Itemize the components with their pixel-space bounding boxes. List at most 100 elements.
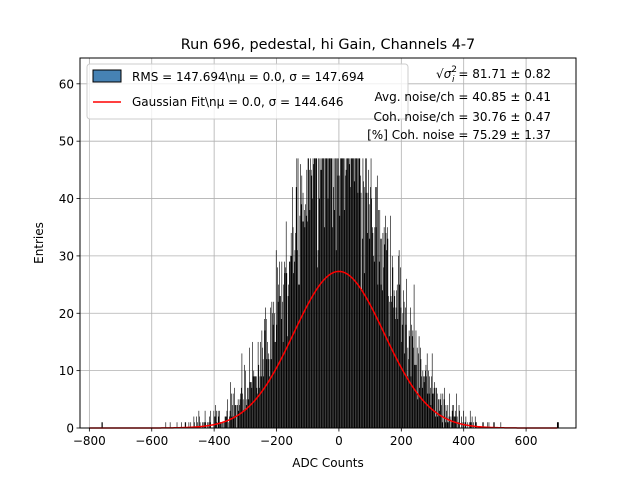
histogram-bar: [423, 376, 424, 428]
histogram-bar: [264, 330, 266, 428]
histogram-bar: [387, 238, 389, 428]
histogram-bar: [238, 410, 240, 428]
histogram-bar: [340, 158, 342, 428]
histogram-bar: [356, 158, 358, 428]
histogram-bar: [353, 181, 355, 428]
histogram-bar: [372, 232, 374, 428]
histogram-bar: [351, 158, 353, 428]
histogram-bar: [352, 158, 353, 428]
x-tick-label: −400: [198, 434, 231, 448]
histogram-bar: [469, 410, 471, 428]
histogram-bar: [194, 422, 195, 428]
histogram-bar: [229, 416, 230, 428]
histogram-bar: [225, 416, 227, 428]
histogram-bar: [241, 353, 243, 428]
histogram-bar: [436, 393, 438, 428]
histogram-bar: [451, 422, 452, 428]
histogram-bar: [441, 422, 443, 428]
histogram-bar: [410, 376, 412, 428]
histogram-bar: [188, 422, 190, 428]
histogram-bar: [368, 204, 370, 428]
histogram-bar: [322, 158, 323, 428]
histogram-bar: [483, 422, 484, 428]
histogram-bar: [265, 307, 266, 428]
histogram-bar: [358, 158, 360, 428]
histogram-bar: [381, 238, 382, 428]
histogram-bar: [335, 250, 337, 428]
histogram-bar: [425, 370, 426, 428]
histogram-bar: [317, 267, 318, 428]
histogram-bar: [357, 158, 358, 428]
histogram-bar: [304, 227, 306, 428]
histogram-bar: [557, 422, 559, 428]
legend-box: [86, 63, 409, 120]
histogram-bar: [399, 284, 401, 428]
histogram-bar: [218, 416, 220, 428]
histogram-bar: [260, 376, 262, 428]
histogram-bar: [362, 238, 363, 428]
annotation-box: √σ2 i = 81.71 ± 0.82 Avg. noise/ch = 40.8…: [367, 65, 551, 142]
histogram-bar: [430, 405, 432, 428]
histogram-bar: [197, 422, 198, 428]
chart-title: Run 696, pedestal, hi Gain, Channels 4-7: [181, 37, 475, 53]
histogram-bar: [338, 175, 340, 428]
histogram-bar: [357, 192, 359, 428]
histogram-bar: [363, 181, 364, 428]
histogram-bar: [237, 399, 239, 428]
x-axis-ticks: −800 −600 −400 −200 0 200 400 600: [73, 428, 538, 448]
histogram-bar: [437, 416, 439, 428]
histogram-bar: [317, 250, 319, 428]
histogram-bar: [312, 158, 314, 428]
histogram-bar: [336, 158, 338, 428]
x-axis-label: ADC Counts: [292, 456, 364, 470]
histogram-bar: [337, 175, 339, 428]
histogram-bar: [237, 405, 238, 428]
histogram-bar: [395, 319, 396, 428]
histogram-bar: [262, 359, 264, 428]
histogram-bar: [216, 422, 218, 428]
histogram-bar: [292, 227, 294, 428]
histogram-bar: [323, 158, 324, 428]
histogram-bar: [341, 158, 343, 428]
histogram-bar: [315, 158, 316, 428]
histogram-bar: [225, 416, 226, 428]
histogram-bar: [312, 198, 313, 428]
histogram-bar: [262, 347, 263, 428]
histogram-bar: [376, 175, 378, 428]
histogram-bar: [340, 158, 341, 428]
histogram-bar: [245, 405, 247, 428]
histogram-bar: [435, 387, 437, 428]
histogram-bar: [281, 261, 283, 428]
histogram-bar: [417, 399, 419, 428]
histogram-bar: [383, 267, 384, 428]
histogram-bar: [365, 158, 366, 428]
histogram-bar: [242, 399, 244, 428]
histogram-bar: [371, 227, 373, 428]
histogram-bar: [339, 215, 341, 428]
histogram-bar: [359, 158, 361, 428]
histogram-bar: [290, 232, 292, 428]
histogram-bar: [255, 376, 256, 428]
sigma-symbol: σ: [444, 67, 452, 81]
histogram-bar: [361, 290, 363, 428]
histogram-bar: [265, 319, 267, 428]
histogram-bar: [278, 284, 280, 428]
histogram-bar: [349, 158, 351, 428]
histogram-bar: [239, 405, 240, 428]
histogram-bar: [196, 416, 197, 428]
y-tick-label: 30: [59, 249, 74, 263]
histogram-bar: [327, 158, 328, 428]
histogram-bar: [269, 359, 271, 428]
histogram-bar: [408, 330, 410, 428]
y-tick-label: 10: [59, 364, 74, 378]
histogram-bar: [391, 255, 393, 428]
histogram-bar: [185, 422, 187, 428]
histogram-bar: [232, 393, 234, 428]
histogram-bar: [289, 261, 290, 428]
histogram-bar: [451, 410, 453, 428]
histogram-bar: [461, 422, 463, 428]
histogram-bar: [385, 215, 386, 428]
histogram-bar: [471, 422, 472, 428]
histogram-bar: [309, 210, 311, 428]
histogram-bar: [366, 158, 367, 428]
